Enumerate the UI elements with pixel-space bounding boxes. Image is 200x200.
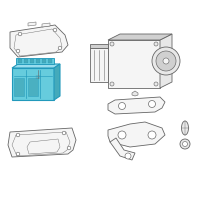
Circle shape <box>62 131 66 135</box>
Polygon shape <box>90 48 108 82</box>
Polygon shape <box>108 40 160 88</box>
Circle shape <box>118 102 126 110</box>
Polygon shape <box>110 138 135 160</box>
Polygon shape <box>132 91 138 96</box>
Circle shape <box>125 153 131 159</box>
Polygon shape <box>36 59 40 63</box>
Circle shape <box>16 49 20 53</box>
Polygon shape <box>28 22 36 26</box>
Circle shape <box>182 142 188 146</box>
Polygon shape <box>14 78 24 96</box>
Circle shape <box>152 47 180 75</box>
Polygon shape <box>108 122 165 147</box>
Circle shape <box>154 42 158 46</box>
Polygon shape <box>24 59 28 63</box>
Polygon shape <box>16 58 54 64</box>
Circle shape <box>156 51 176 71</box>
Circle shape <box>18 32 22 36</box>
Polygon shape <box>12 64 60 68</box>
Polygon shape <box>54 64 60 100</box>
Circle shape <box>53 28 57 32</box>
Circle shape <box>58 46 62 50</box>
Polygon shape <box>12 68 54 100</box>
Polygon shape <box>48 59 52 63</box>
Circle shape <box>16 152 20 156</box>
Polygon shape <box>10 25 68 57</box>
Circle shape <box>163 58 169 64</box>
Circle shape <box>148 100 156 108</box>
Polygon shape <box>160 34 172 88</box>
Circle shape <box>180 139 190 149</box>
Polygon shape <box>42 59 46 63</box>
Circle shape <box>148 131 156 139</box>
Polygon shape <box>108 34 172 40</box>
Polygon shape <box>108 97 165 114</box>
Polygon shape <box>35 63 42 70</box>
Polygon shape <box>42 23 50 27</box>
Circle shape <box>67 146 71 150</box>
Polygon shape <box>90 44 108 48</box>
Polygon shape <box>30 59 34 63</box>
Circle shape <box>154 82 158 86</box>
Polygon shape <box>28 78 38 96</box>
Circle shape <box>16 133 20 137</box>
Circle shape <box>110 82 114 86</box>
Circle shape <box>110 42 114 46</box>
Ellipse shape <box>182 121 188 135</box>
Polygon shape <box>8 128 76 157</box>
Circle shape <box>118 131 126 139</box>
Polygon shape <box>18 59 22 63</box>
